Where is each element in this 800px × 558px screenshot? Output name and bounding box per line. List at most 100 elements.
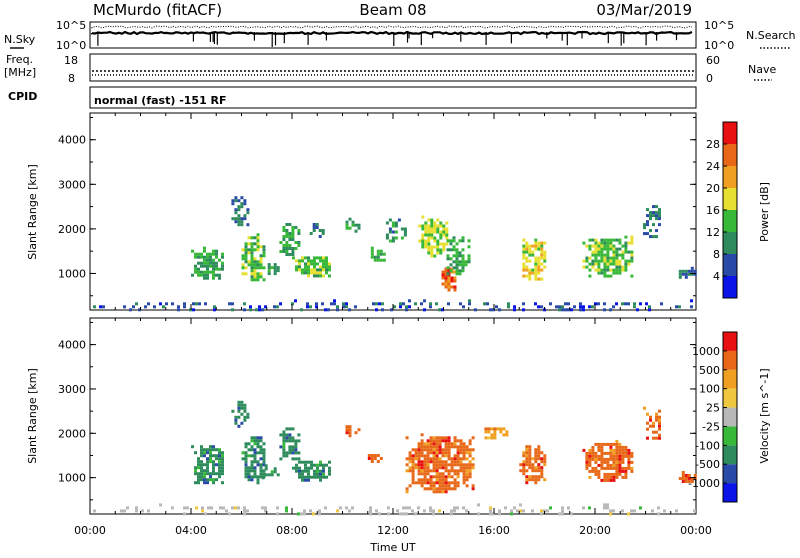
scatter-cell-0-0 [564,302,567,306]
scatter-cell-1-11 [519,463,523,467]
scatter-cell-0-10 [394,236,398,240]
scatter-cell-1-5 [291,439,295,443]
scatter-cell-1-14 [681,474,685,477]
scatter-cell-0-1 [209,261,212,265]
scatter-cell-0-13 [455,242,459,246]
scatter-cell-1-0 [297,512,300,516]
scatter-cell-1-9 [444,463,448,467]
scatter-cell-1-12 [612,457,616,461]
scatter-cell-1-5 [294,445,298,449]
scatter-cell-1-3 [244,472,248,476]
scatter-cell-1-9 [444,469,448,473]
scatter-cell-0-11 [430,245,434,249]
scatter-cell-0-1 [212,261,215,265]
scatter-cell-0-13 [461,257,465,261]
scatter-cell-1-5 [285,436,289,440]
scatter-cell-0-10 [394,221,398,225]
scatter-cell-0-1 [203,261,206,265]
scatter-cell-0-6 [307,271,310,275]
scatter-cell-0-14 [543,253,547,257]
scatter-cell-0-0 [231,308,234,312]
scatter-cell-0-6 [295,268,298,272]
scatter-cell-0-3 [244,257,248,261]
freq-label-line1: Freq. [6,53,33,66]
scatter-cell-1-6 [313,472,316,476]
scatter-cell-0-3 [259,260,263,264]
scatter-cell-0-13 [461,248,465,252]
scatter-cell-0-15 [609,244,613,248]
scatter-cell-1-11 [543,454,547,458]
scatter-cell-0-3 [262,278,266,282]
scatter-cell-0-5 [285,223,289,226]
scatter-cell-1-6 [292,466,295,470]
scatter-cell-0-3 [253,266,257,270]
scatter-cell-0-7 [312,229,316,232]
scatter-cell-1-1 [212,472,215,476]
scatter-cell-0-2 [237,220,241,224]
scatter-cell-1-9 [414,481,418,485]
scatter-cell-0-12 [444,270,448,274]
scatter-cell-0-7 [318,229,322,232]
scatter-cell-1-9 [468,460,472,464]
scatter-cell-0-10 [400,227,404,231]
scatter-cell-1-0 [402,512,405,516]
scatter-cell-0-5 [288,232,292,235]
scatter-cell-1-0 [561,512,564,516]
scatter-cell-0-3 [250,242,254,246]
scatter-cell-1-11 [537,454,541,458]
scatter-cell-0-1 [218,258,221,262]
scatter-cell-0-12 [444,282,448,286]
scatter-cell-1-9 [414,466,418,470]
scatter-cell-1-6 [325,475,328,479]
scatter-cell-0-3 [241,257,245,261]
scatter-cell-1-6 [310,466,313,470]
scatter-cell-1-9 [438,436,442,440]
scatter-cell-1-1 [197,475,200,479]
scatter-cell-1-10 [499,430,503,434]
scatter-cell-1-9 [444,481,448,485]
scatter-cell-0-0 [315,302,318,306]
scatter-cell-0-0 [333,299,336,303]
scatter-cell-0-1 [212,249,215,253]
scatter-cell-1-11 [534,466,538,470]
scatter-cell-0-15 [594,241,598,245]
scatter-cell-0-6 [328,262,331,266]
scatter-cell-1-11 [534,460,538,464]
scatter-cell-0-1 [206,270,209,274]
scatter-cell-1-12 [615,460,619,464]
scatter-cell-1-3 [250,445,254,449]
scatter-cell-0-3 [256,272,260,276]
colorbar-segment [723,166,737,188]
scatter-cell-1-0 [312,512,315,516]
scatter-cell-1-9 [459,463,463,467]
scatter-cell-1-14 [687,480,691,483]
scatter-cell-1-12 [618,460,622,464]
scatter-cell-0-15 [612,262,616,266]
scatter-cell-0-8 [345,223,349,227]
scatter-cell-1-4 [261,476,265,480]
scatter-cell-0-13 [458,239,462,243]
scatter-cell-0-1 [191,249,194,253]
scatter-cell-1-0 [657,512,660,516]
scatter-cell-0-15 [600,271,604,275]
scatter-cell-0-11 [430,248,434,252]
scatter-cell-1-6 [313,469,316,473]
scatter-cell-0-15 [594,268,598,272]
scatter-cell-1-9 [432,475,436,479]
scatter-cell-0-0 [690,305,693,309]
scatter-cell-1-0 [603,506,606,510]
scatter-cell-1-9 [444,487,448,491]
scatter-cell-1-9 [465,451,469,455]
noise-search-trace [91,25,693,29]
scatter-cell-0-0 [333,302,336,306]
scatter-cell-0-2 [246,211,250,215]
scatter-cell-1-9 [456,475,460,479]
scatter-cell-1-11 [537,466,541,470]
scatter-cell-0-14 [534,265,538,269]
scatter-cell-0-15 [591,265,595,269]
scatter-cell-1-0 [606,503,609,507]
scatter-cell-0-4 [276,266,280,270]
scatter-cell-1-10 [505,433,509,437]
scatter-cell-1-9 [411,454,415,458]
